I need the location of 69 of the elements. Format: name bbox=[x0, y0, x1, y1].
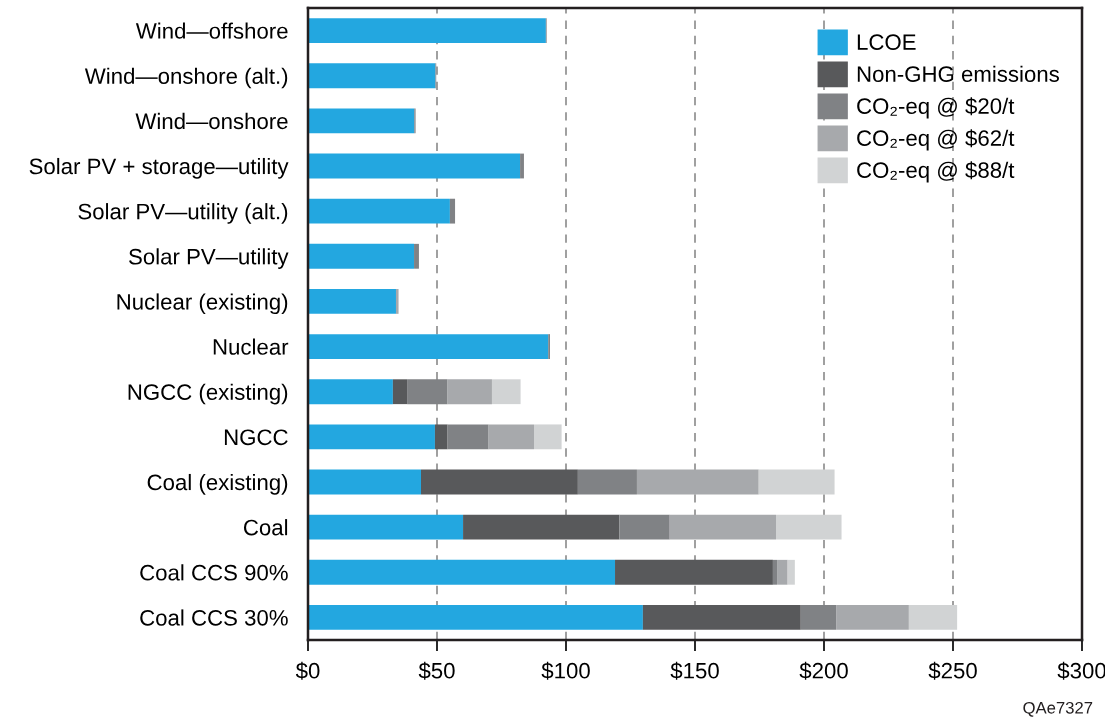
bar bbox=[776, 514, 842, 540]
legend-label: CO₂-eq @ $20/t bbox=[857, 97, 1015, 119]
legend-label: CO₂-eq @ $62/t bbox=[857, 129, 1015, 151]
bar bbox=[488, 424, 535, 450]
bar bbox=[642, 605, 801, 630]
y-tick-label: Coal CCS 90% bbox=[140, 564, 288, 581]
y-tick-label: Coal bbox=[243, 519, 288, 536]
y-tick-label: NGCC (existing) bbox=[128, 383, 288, 405]
bar bbox=[520, 153, 524, 179]
x-tick-label: $300 bbox=[1057, 661, 1105, 680]
bar bbox=[421, 469, 578, 495]
bar bbox=[308, 424, 435, 450]
bar bbox=[636, 469, 759, 495]
y-tick-label: Coal (existing) bbox=[147, 473, 288, 495]
y-tick-label: Nuclear bbox=[213, 338, 289, 355]
bar bbox=[308, 289, 396, 314]
bar bbox=[534, 424, 562, 450]
y-tick-label: Wind—offshore bbox=[135, 22, 288, 39]
x-tick-label: $0 bbox=[295, 661, 320, 680]
x-tick-label: $100 bbox=[541, 661, 590, 680]
y-tick-label: Coal CCS 30% bbox=[140, 609, 288, 626]
bar bbox=[447, 379, 492, 405]
bar bbox=[577, 469, 637, 495]
bar bbox=[669, 514, 777, 540]
bar bbox=[434, 424, 448, 450]
bar bbox=[787, 559, 795, 585]
bar bbox=[758, 469, 835, 495]
legend-label: CO₂-eq @ $88/t bbox=[857, 161, 1015, 183]
bar bbox=[615, 559, 773, 585]
bar bbox=[308, 605, 643, 630]
bar bbox=[395, 289, 399, 314]
bar bbox=[836, 605, 909, 630]
bar bbox=[491, 379, 521, 405]
legend-label: Non-GHG emissions bbox=[857, 65, 1059, 82]
bar bbox=[308, 18, 546, 43]
bar bbox=[308, 198, 450, 224]
bar bbox=[414, 243, 419, 269]
y-tick-label: NGCC bbox=[224, 429, 288, 446]
bar bbox=[308, 514, 464, 540]
bar bbox=[407, 379, 448, 405]
bar bbox=[308, 334, 549, 359]
bar bbox=[619, 514, 670, 540]
bar bbox=[308, 108, 415, 134]
bar bbox=[772, 559, 778, 585]
bar bbox=[449, 198, 456, 224]
bar bbox=[463, 514, 620, 540]
bar bbox=[308, 379, 393, 405]
bar bbox=[777, 559, 788, 585]
y-tick-label: Wind—onshore (alt.) bbox=[84, 67, 288, 89]
x-tick-label: $200 bbox=[799, 661, 848, 680]
y-tick-label: Solar PV—utility bbox=[129, 248, 289, 269]
y-tick-label: Nuclear (existing) bbox=[117, 293, 288, 315]
bar bbox=[447, 424, 489, 450]
x-tick-label: $150 bbox=[670, 661, 719, 680]
y-tick-label: Solar PV—utility (alt.) bbox=[78, 203, 288, 224]
bar bbox=[308, 243, 415, 269]
bar bbox=[308, 63, 436, 89]
bar bbox=[308, 559, 616, 585]
legend-label: LCOE bbox=[857, 34, 916, 50]
x-tick-label: $250 bbox=[928, 661, 977, 680]
bar bbox=[308, 469, 421, 495]
bar bbox=[800, 605, 837, 630]
y-tick-label: Solar PV + storage—utility bbox=[29, 157, 289, 179]
text: QAe7327 bbox=[1023, 701, 1093, 717]
bar bbox=[392, 379, 408, 405]
bar bbox=[308, 153, 521, 179]
x-tick-label: $50 bbox=[418, 661, 455, 680]
bar bbox=[908, 605, 958, 630]
y-tick-label: Wind—onshore bbox=[135, 112, 288, 130]
